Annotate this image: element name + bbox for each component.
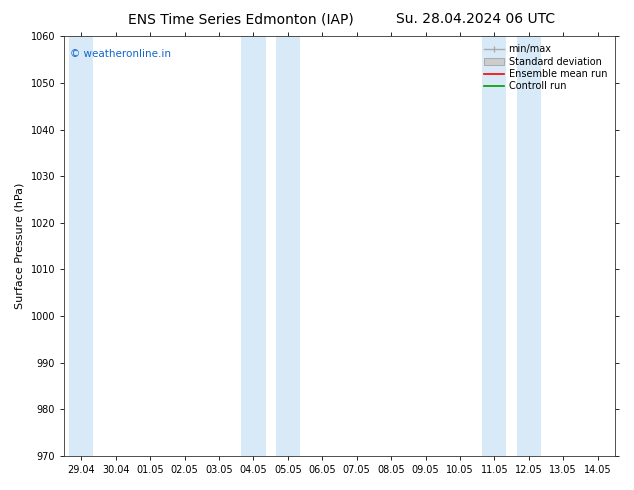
Legend: min/max, Standard deviation, Ensemble mean run, Controll run: min/max, Standard deviation, Ensemble me… <box>481 41 610 94</box>
Bar <box>482 36 507 456</box>
Bar <box>242 36 266 456</box>
Bar <box>276 36 300 456</box>
Text: Su. 28.04.2024 06 UTC: Su. 28.04.2024 06 UTC <box>396 12 555 26</box>
Text: ENS Time Series Edmonton (IAP): ENS Time Series Edmonton (IAP) <box>128 12 354 26</box>
Bar <box>69 36 93 456</box>
Bar <box>517 36 541 456</box>
Text: © weatheronline.in: © weatheronline.in <box>70 49 171 59</box>
Y-axis label: Surface Pressure (hPa): Surface Pressure (hPa) <box>15 183 25 309</box>
